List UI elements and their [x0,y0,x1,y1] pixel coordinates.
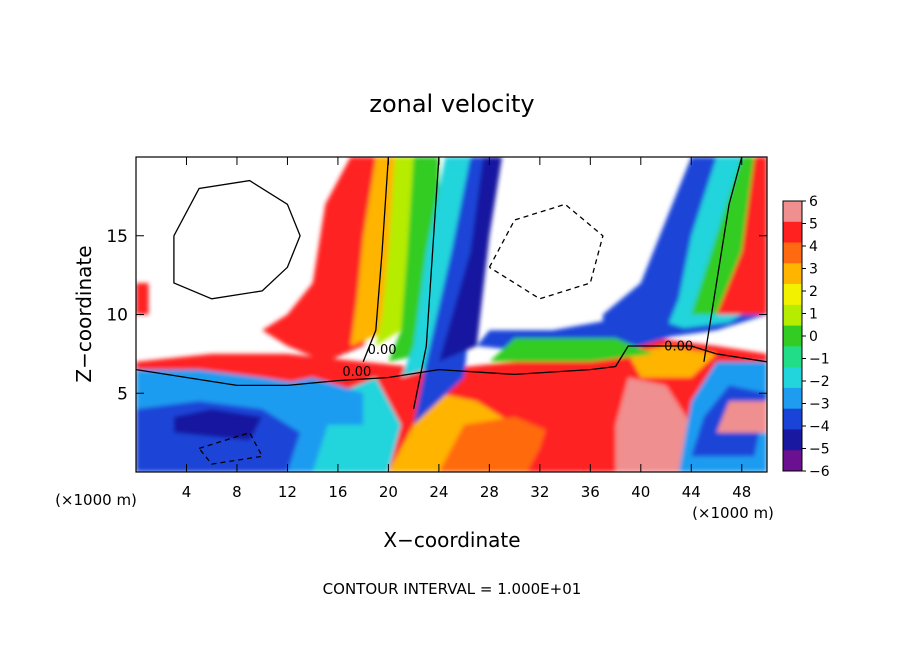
field-region [527,401,629,472]
contour-label: 0.00 [368,343,397,358]
x-tick-label: 44 [682,483,701,501]
contour-label: 0.00 [664,340,693,355]
colorbar-swatch [783,367,802,389]
colorbar: 6 5 4 3 2 1 0 −1 −2 −3 −4 −5 −6 [782,194,830,480]
zero-contours: 0.00 0.00 0.00 [136,157,767,465]
colorbar-swatch [783,450,802,472]
colorbar-swatch [783,429,802,451]
field-region [274,377,364,425]
x-axis: 4 8 12 16 20 24 28 32 36 40 44 48 [182,157,751,501]
contour-label: 0.00 [342,365,371,380]
contour-line [198,431,264,465]
colorbar-label: −4 [809,419,830,435]
x-tick-label: 16 [328,483,347,501]
x-tick-label: 40 [631,483,650,501]
field-region [716,401,767,433]
chart-title: zonal velocity [369,90,534,118]
x-tick-label: 48 [732,483,751,501]
y-tick-label: 10 [106,306,128,326]
colorbar-label: 2 [809,284,818,300]
field-region [615,377,692,472]
contour-interval-note: CONTOUR INTERVAL = 1.000E+01 [323,580,582,598]
contour-line [362,157,390,363]
y-tick-label: 15 [106,227,128,247]
colorbar-label: −3 [809,397,830,413]
zero-contour-lower [136,345,767,387]
y-axis: 5 10 15 [106,227,767,404]
colorbar-swatch [783,408,802,430]
field-region [136,283,149,315]
colorbar-label: 0 [809,329,818,345]
colorbar-swatch [783,284,802,306]
x-tick-label: 20 [379,483,398,501]
x-tick-label: 36 [581,483,600,501]
x-axis-label: X−coordinate [383,528,520,552]
colorbar-swatch [783,387,802,410]
x-tick-label: 24 [429,483,448,501]
x-tick-label: 12 [278,483,297,501]
colorbar-swatch [783,304,802,327]
colorbar-swatch [783,325,802,347]
y-tick-label: 5 [117,384,128,404]
colorbar-label: 6 [809,194,818,210]
x-tick-label: 4 [182,483,192,501]
contour-line [488,203,604,300]
field-region [136,440,187,472]
colorbar-swatch [783,346,802,368]
field-region [438,416,553,472]
colorbar-label: −5 [809,442,830,458]
colorbar-label: 4 [809,239,818,255]
colorbar-label: 3 [809,262,818,278]
x-unit-right: (×1000 m) [692,504,774,522]
colorbar-label: −6 [809,464,830,480]
colorbar-swatch [783,221,802,244]
contour-line [412,157,440,410]
colorbar-label: 1 [809,307,818,323]
velocity-field [136,157,767,472]
field-region [716,157,767,315]
x-tick-label: 8 [232,483,242,501]
field-region [489,338,654,362]
colorbar-label: 5 [809,217,818,233]
x-tick-label: 28 [480,483,499,501]
plot-area: 0.00 0.00 0.00 [136,157,767,472]
field-region [173,409,263,441]
colorbar-swatch [783,242,802,264]
x-tick-label: 32 [530,483,549,501]
field-region [413,157,490,425]
colorbar-swatch [783,263,802,285]
colorbar-label: −1 [809,352,830,368]
colorbar-swatch [783,201,802,223]
contour-line [173,179,301,300]
field-region [438,157,502,362]
contour-line [703,157,743,362]
colorbar-label: −2 [809,374,830,390]
y-axis-label: Z−coordinate [72,245,96,382]
x-unit-left: (×1000 m) [55,491,137,509]
